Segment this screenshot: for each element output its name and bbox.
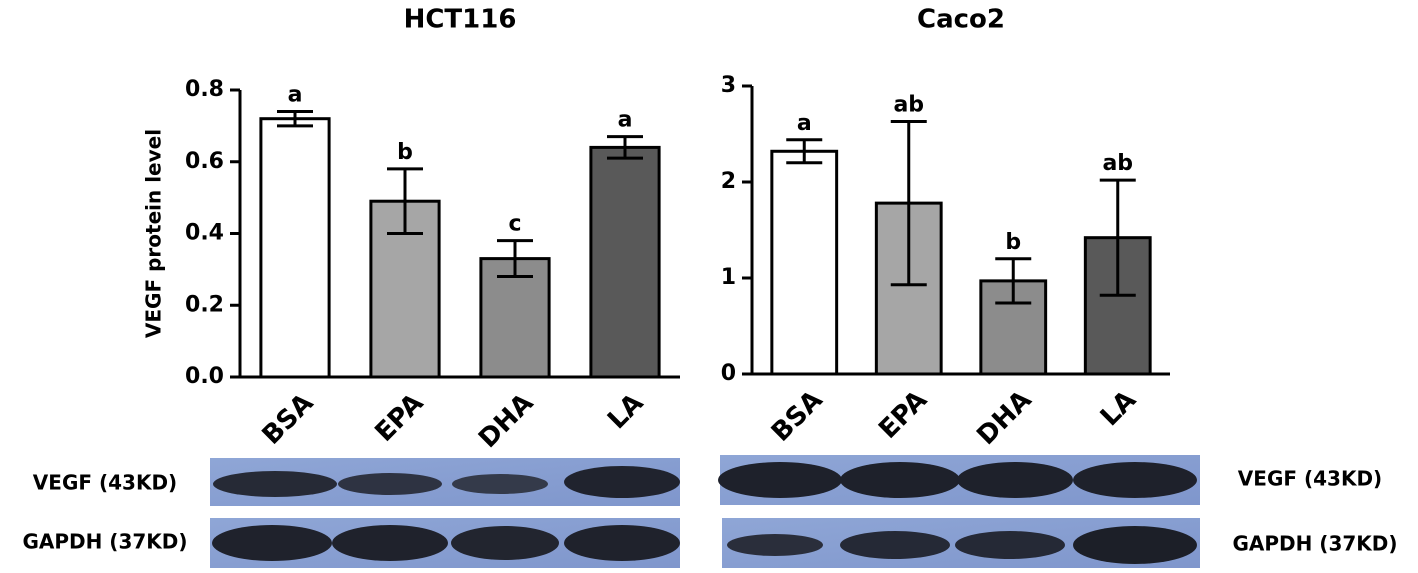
error-bar bbox=[277, 110, 313, 128]
blot-band bbox=[1073, 526, 1197, 564]
blot-band bbox=[955, 531, 1065, 559]
x-tick-label: EPA bbox=[873, 385, 933, 445]
blot-label: VEGF (43KD) bbox=[1238, 467, 1382, 491]
significance-label: a bbox=[797, 111, 812, 136]
y-tick-label: 0.2 bbox=[185, 292, 224, 317]
bar bbox=[479, 257, 551, 379]
significance-label: ab bbox=[893, 93, 924, 118]
error-bar bbox=[1099, 178, 1136, 297]
blot-band bbox=[452, 474, 548, 494]
y-tick-label: 0.8 bbox=[185, 77, 224, 102]
y-tick-label: 0.0 bbox=[185, 364, 224, 389]
error-bar bbox=[890, 120, 927, 287]
significance-label: ab bbox=[1102, 151, 1133, 176]
error-bar bbox=[786, 138, 823, 165]
chart-title: HCT116 bbox=[404, 5, 517, 35]
blot-band bbox=[451, 526, 559, 560]
significance-label: a bbox=[618, 108, 633, 133]
x-tick-label: DHA bbox=[473, 388, 539, 454]
blot-band bbox=[957, 462, 1073, 498]
significance-label: c bbox=[508, 212, 521, 237]
bar bbox=[589, 145, 661, 379]
y-tick-label: 3 bbox=[721, 73, 736, 98]
blot-label: VEGF (43KD) bbox=[33, 471, 177, 495]
y-tick-label: 0.6 bbox=[185, 149, 224, 174]
error-bar bbox=[497, 239, 533, 279]
blot-left: VEGF (43KD) GAPDH (37KD) bbox=[22, 458, 680, 568]
x-tick-label: BSA bbox=[257, 388, 320, 451]
x-tick-label: EPA bbox=[369, 388, 429, 448]
blot-band bbox=[840, 531, 950, 559]
y-tick-label: 2 bbox=[721, 169, 736, 194]
blot-band bbox=[212, 525, 332, 561]
y-tick-label: 0.4 bbox=[185, 221, 224, 246]
x-tick-label: DHA bbox=[971, 385, 1037, 451]
blot-band bbox=[213, 471, 337, 497]
y-tick-label: 1 bbox=[721, 265, 736, 290]
blot-label: GAPDH (37KD) bbox=[1232, 532, 1397, 556]
chart-title: Caco2 bbox=[917, 5, 1005, 35]
blot-band bbox=[1073, 462, 1197, 498]
blot-label: GAPDH (37KD) bbox=[22, 530, 187, 554]
y-axis-label: VEGF protein level bbox=[142, 129, 166, 338]
error-bar bbox=[607, 135, 643, 160]
y-tick-label: 0 bbox=[721, 361, 736, 386]
significance-label: b bbox=[397, 140, 413, 165]
significance-label: b bbox=[1005, 230, 1021, 255]
bar bbox=[770, 149, 839, 376]
blot-band bbox=[840, 462, 960, 498]
bar bbox=[259, 117, 331, 379]
blot-band bbox=[727, 534, 823, 556]
significance-label: a bbox=[288, 83, 303, 108]
x-tick-label: BSA bbox=[766, 385, 829, 448]
error-bar bbox=[387, 167, 423, 235]
error-bar bbox=[995, 257, 1032, 305]
blot-band bbox=[338, 473, 442, 495]
blot-right: VEGF (43KD) GAPDH (37KD) bbox=[718, 455, 1398, 568]
blot-band bbox=[564, 466, 680, 498]
x-tick-label: LA bbox=[1095, 385, 1142, 432]
blot-band bbox=[564, 525, 680, 561]
x-tick-label: LA bbox=[602, 388, 649, 435]
blot-band bbox=[332, 525, 448, 561]
blot-band bbox=[718, 462, 842, 498]
